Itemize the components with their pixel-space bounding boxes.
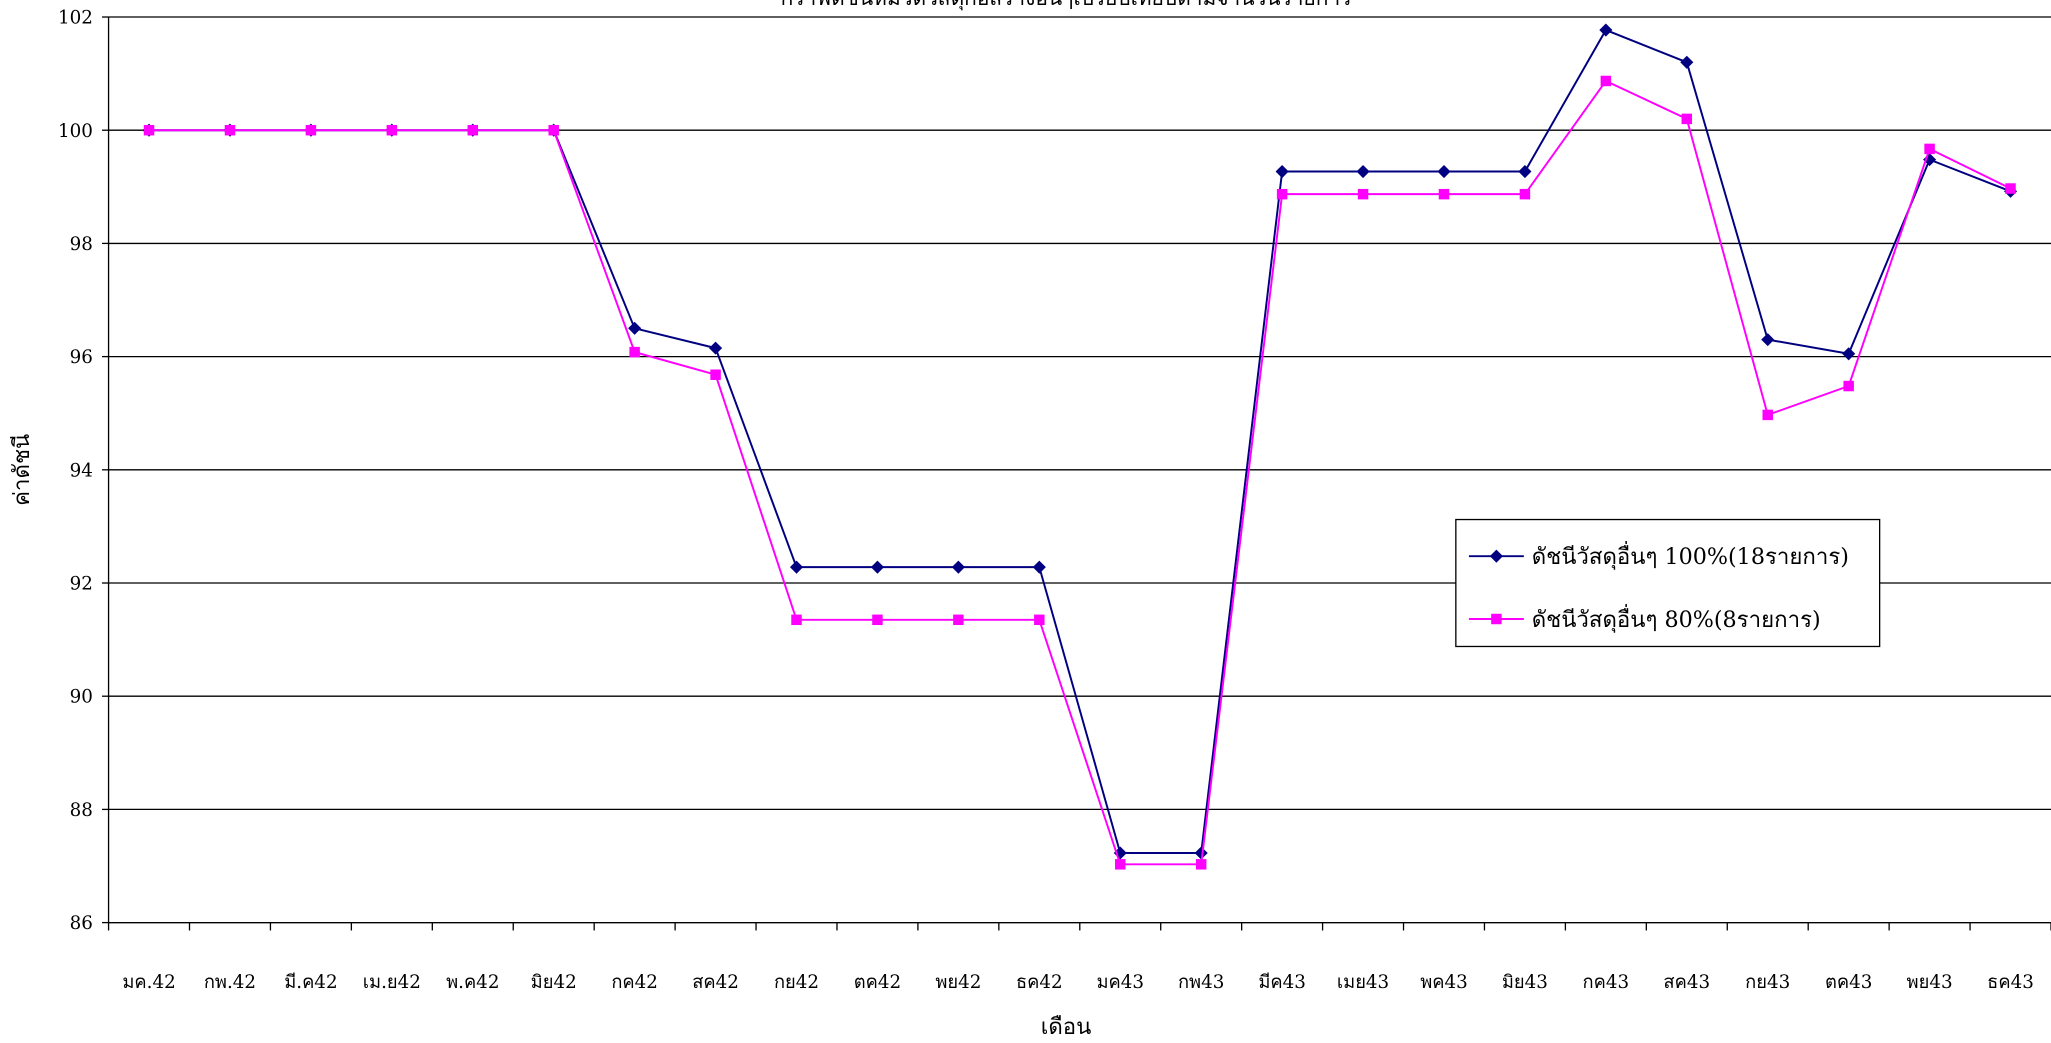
point [1681, 113, 1693, 125]
legend-label: ดัชนีวัสดุอื่นๆ 80%(8รายการ) [1532, 604, 1821, 633]
point [467, 124, 479, 136]
x-tick-label: ตค43 [1825, 972, 1872, 993]
point [628, 321, 642, 335]
x-tick-label: เม.ย42 [363, 972, 421, 993]
x-tick-label: พ.ค42 [446, 972, 499, 993]
y-tick-label: 102 [58, 8, 93, 29]
point [1276, 188, 1288, 200]
y-tick-label: 88 [70, 800, 93, 821]
x-tick-label: มค43 [1096, 972, 1144, 993]
x-tick-label: พย42 [935, 972, 981, 993]
point [710, 369, 721, 380]
point [870, 560, 884, 574]
y-tick-label: 94 [70, 460, 93, 481]
x-tick-label: มิย42 [531, 972, 577, 993]
x-tick-label: ตค42 [854, 972, 901, 993]
point [1761, 333, 1775, 347]
y-tick-label: 86 [70, 913, 93, 934]
x-tick-label: กพ43 [1178, 972, 1224, 993]
point [305, 124, 317, 136]
legend-box [1455, 518, 1881, 648]
point [791, 614, 802, 626]
point [951, 560, 965, 574]
chart-title: กราฟดัชนีหมวดวัสดุก่อสร้างอื่นๆเปรียบเที… [781, 0, 1352, 11]
x-tick-label: สค43 [1663, 972, 1710, 993]
point [1194, 846, 1208, 860]
point [1357, 188, 1369, 200]
y-tick-label: 92 [70, 574, 93, 595]
legend-marker [1489, 549, 1503, 563]
point [1600, 75, 1612, 87]
legend-label: ดัชนีวัสดุอื่นๆ 100%(18รายการ) [1532, 541, 1849, 570]
x-tick-label: กค42 [611, 972, 658, 993]
x-tick-label: มิย43 [1502, 972, 1548, 993]
point [1842, 347, 1856, 361]
point [2005, 183, 2016, 194]
x-tick-label: กค43 [1583, 972, 1630, 993]
point [548, 124, 559, 136]
point [1032, 560, 1046, 574]
point [224, 124, 236, 136]
x-tick-label: พย43 [1907, 972, 1953, 993]
point [1599, 23, 1613, 37]
series-line [149, 28, 2011, 854]
point [1438, 188, 1450, 200]
series-line [149, 79, 2011, 866]
point [1034, 614, 1045, 626]
point [1519, 188, 1531, 200]
point [1115, 859, 1126, 870]
y-tick-label: 98 [70, 234, 93, 255]
y-tick-label: 100 [58, 121, 93, 142]
x-tick-label: สค42 [692, 972, 739, 993]
x-axis-label: เดือน [1041, 1014, 1092, 1040]
y-axis-label: ค่าดัชนี [9, 434, 35, 506]
point [1762, 409, 1773, 421]
point [143, 124, 155, 136]
point [953, 614, 964, 626]
point [386, 124, 398, 136]
point [1437, 164, 1451, 179]
point [1356, 164, 1370, 179]
point [789, 560, 804, 574]
legend-marker [1491, 613, 1502, 625]
point [1680, 55, 1694, 69]
x-tick-label: กพ.42 [204, 972, 256, 993]
x-tick-label: กย43 [1745, 972, 1790, 993]
x-tick-label: ธค42 [1016, 972, 1063, 993]
x-tick-label: กย42 [774, 972, 819, 993]
x-tick-label: มี.ค42 [284, 972, 337, 993]
point [1924, 143, 1935, 155]
x-tick-label: พค43 [1420, 972, 1468, 993]
x-tick-label: มีค43 [1258, 972, 1306, 993]
point [1275, 164, 1289, 179]
point [1843, 380, 1854, 392]
point [1518, 164, 1532, 179]
point [872, 614, 883, 626]
x-tick-label: ธค43 [1987, 972, 2034, 993]
point [1195, 859, 1207, 870]
point [629, 346, 640, 358]
y-tick-label: 96 [70, 347, 93, 368]
point [709, 341, 723, 355]
y-tick-label: 90 [70, 687, 93, 708]
x-tick-label: มค.42 [122, 972, 175, 993]
x-tick-label: เมย43 [1337, 972, 1389, 993]
